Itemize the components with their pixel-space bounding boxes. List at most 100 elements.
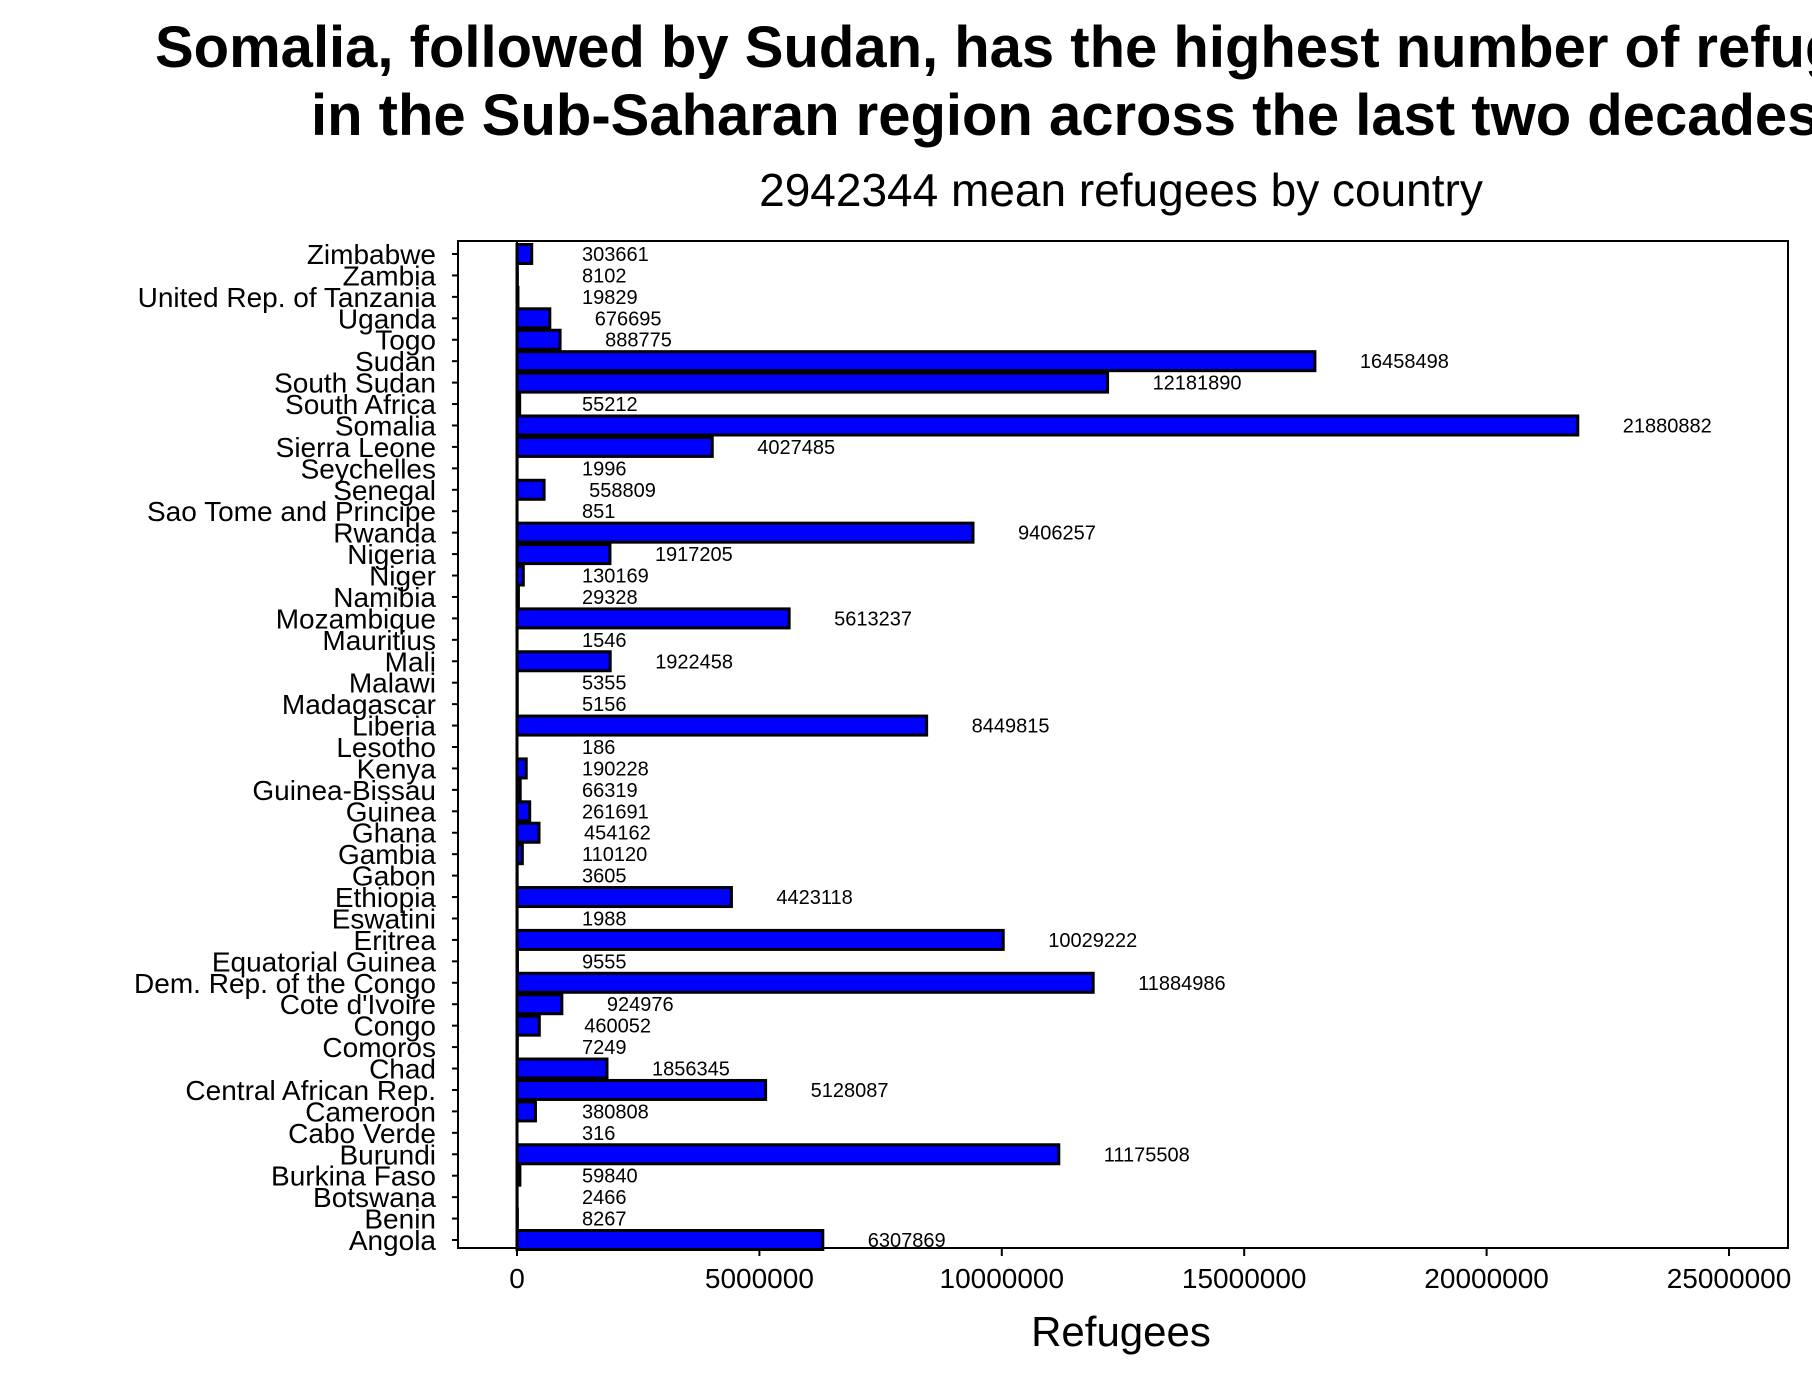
bar	[515, 757, 528, 780]
category-label: Mozambique	[276, 603, 436, 634]
category-label: Zambia	[343, 260, 437, 291]
category-label: Zimbabwe	[307, 239, 436, 270]
category-label: Namibia	[333, 582, 436, 613]
data-label: 5156	[582, 694, 627, 716]
bar	[515, 585, 520, 608]
data-label: 9406257	[1018, 523, 1096, 545]
data-label: 12181890	[1153, 373, 1242, 395]
category-label: Lesotho	[336, 732, 436, 763]
category-label: Gabon	[352, 861, 436, 892]
data-label: 5128087	[811, 1080, 889, 1102]
bar	[515, 607, 791, 630]
category-label: Seychelles	[301, 453, 436, 484]
category-label: Kenya	[357, 753, 437, 784]
category-label: Liberia	[352, 711, 436, 742]
data-label: 19829	[582, 287, 638, 309]
data-label: 8267	[582, 1209, 627, 1231]
data-label: 9555	[582, 951, 627, 973]
bar	[515, 521, 975, 544]
data-label: 1988	[582, 908, 627, 930]
chart-subtitle: 2942344 mean refugees by country	[759, 164, 1483, 216]
data-label: 4423118	[776, 887, 852, 909]
data-label: 888775	[605, 330, 672, 352]
category-label: Equatorial Guinea	[212, 946, 437, 977]
data-label: 4027485	[757, 437, 835, 459]
category-label: Sierra Leone	[276, 432, 436, 463]
category-label: Congo	[353, 1011, 436, 1042]
chart-title-line2: in the Sub-Saharan region across the las…	[311, 83, 1812, 148]
data-label: 66319	[582, 780, 638, 802]
category-label: Sudan	[355, 346, 436, 377]
category-label: United Rep. of Tanzania	[138, 282, 437, 313]
bars-group	[515, 241, 1580, 1251]
data-label: 21880882	[1623, 415, 1712, 437]
data-label: 460052	[584, 1016, 651, 1038]
bar	[515, 1014, 541, 1037]
bar	[515, 886, 733, 909]
bar	[515, 800, 532, 823]
bar	[515, 714, 929, 737]
x-tick-label: 25000000	[1667, 1263, 1792, 1294]
data-label: 3605	[582, 866, 627, 888]
category-label: Ghana	[352, 818, 436, 849]
data-label: 1546	[582, 630, 627, 652]
data-label: 16458498	[1360, 351, 1449, 373]
bar	[515, 371, 1110, 394]
data-label: 1996	[582, 458, 627, 480]
category-label: Botswana	[313, 1182, 436, 1213]
category-label: Benin	[364, 1204, 436, 1235]
data-label: 316	[582, 1123, 615, 1145]
data-label: 11175508	[1104, 1144, 1190, 1166]
bar	[515, 543, 612, 566]
data-label: 5355	[582, 673, 627, 695]
category-label: Dem. Rep. of the Congo	[134, 968, 436, 999]
category-label: Cote d'Ivoire	[280, 989, 436, 1020]
category-label: Sao Tome and Principe	[147, 496, 436, 527]
data-label: 851	[582, 501, 615, 523]
bar	[515, 1057, 609, 1080]
x-tick-label: 0	[509, 1263, 525, 1294]
category-label: Uganda	[338, 303, 437, 334]
data-label: 186	[582, 737, 615, 759]
category-label: Mauritius	[322, 625, 436, 656]
bar	[515, 350, 1317, 373]
x-tick-label: 5000000	[705, 1263, 814, 1294]
data-label: 2466	[582, 1187, 627, 1209]
category-label: Gambia	[338, 839, 436, 870]
bar	[515, 650, 612, 673]
category-label: Eswatini	[332, 903, 436, 934]
data-label: 261691	[582, 801, 649, 823]
data-label: 676695	[595, 308, 662, 330]
category-label: Burkina Faso	[271, 1161, 436, 1192]
bar	[515, 1229, 825, 1251]
category-label: Angola	[349, 1225, 437, 1256]
bar	[515, 1100, 537, 1123]
data-label: 59840	[582, 1166, 638, 1188]
category-label: Burundi	[339, 1139, 436, 1170]
category-label: Togo	[375, 325, 436, 356]
bar	[515, 928, 1005, 951]
plot-panel	[457, 240, 1789, 1249]
category-label: Eritrea	[354, 925, 437, 956]
category-label: Ethiopia	[335, 882, 437, 913]
data-label: 7249	[582, 1037, 627, 1059]
data-label: 1856345	[652, 1059, 730, 1081]
category-label: Guinea	[346, 796, 437, 827]
category-label: Cabo Verde	[288, 1118, 436, 1149]
bar	[515, 285, 520, 308]
category-label: Central African Rep.	[185, 1075, 436, 1106]
bar	[515, 821, 541, 844]
bar	[515, 843, 524, 866]
x-axis: 0 5000000 10000000 15000000 20000000 25000000	[509, 1248, 1791, 1294]
category-label: Madagascar	[282, 689, 436, 720]
bar	[515, 971, 1095, 994]
data-label: 29328	[582, 587, 638, 609]
category-label: Mali	[385, 646, 436, 677]
data-label: 5613237	[834, 608, 912, 630]
data-label: 8102	[582, 265, 627, 287]
bar	[515, 478, 546, 501]
bar	[515, 1164, 522, 1187]
bar	[515, 243, 534, 265]
data-label: 10029222	[1048, 930, 1137, 952]
